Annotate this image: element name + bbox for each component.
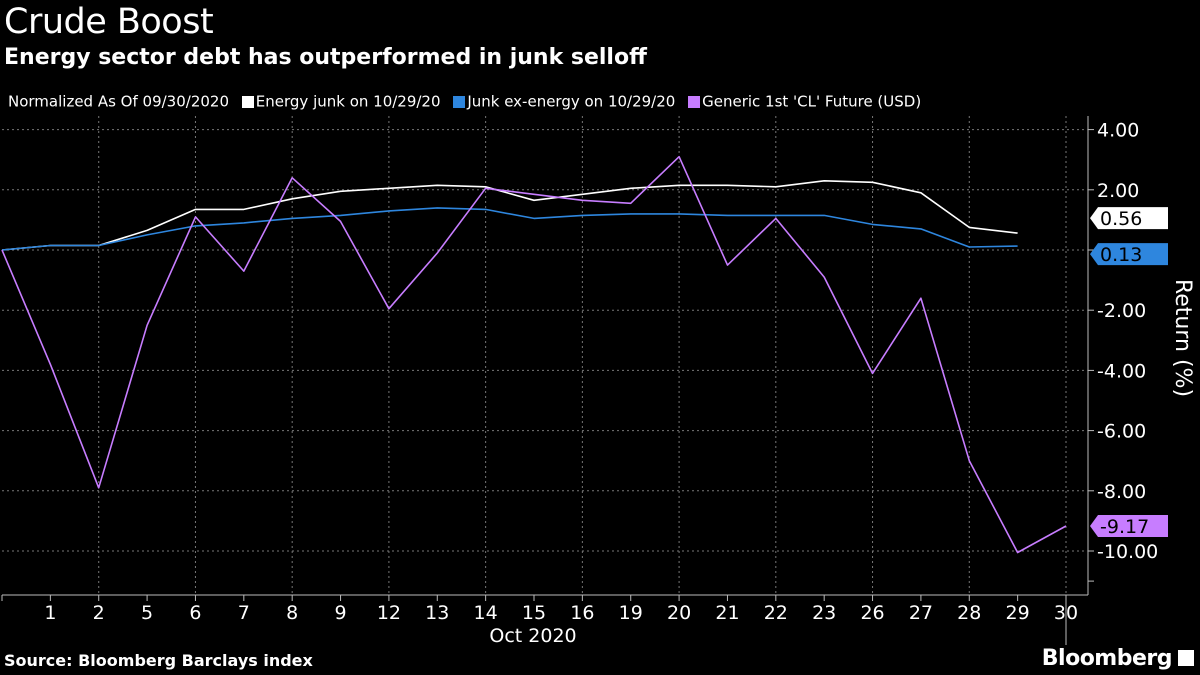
legend-label-energy: Energy junk on 10/29/20 bbox=[255, 92, 441, 111]
end-label-cl-future: -9.17 bbox=[1090, 515, 1168, 538]
end-label-text: 0.13 bbox=[1100, 244, 1142, 266]
legend-label-ex-energy: Junk ex-energy on 10/29/20 bbox=[467, 92, 676, 111]
x-tick-label: 6 bbox=[189, 602, 201, 624]
end-label-flag bbox=[1090, 515, 1168, 538]
x-tick-label: 19 bbox=[619, 602, 643, 624]
legend-swatch-ex-energy bbox=[453, 95, 466, 108]
chart-subtitle: Energy sector debt has outperformed in j… bbox=[4, 45, 647, 70]
bloomberg-logo: Bloomberg bbox=[1042, 646, 1194, 671]
y-tick-label: -8.00 bbox=[1097, 481, 1146, 503]
x-tick-label: 12 bbox=[377, 602, 401, 624]
end-label-text: 0.56 bbox=[1100, 208, 1142, 230]
x-tick-label: 9 bbox=[334, 602, 346, 624]
x-tick-label: 1 bbox=[44, 602, 56, 624]
source-note: Source: Bloomberg Barclays index bbox=[4, 651, 313, 670]
x-tick-label: 2 bbox=[93, 602, 105, 624]
y-tick-label: -4.00 bbox=[1097, 360, 1146, 382]
logo-text: Bloomberg bbox=[1041, 646, 1173, 671]
y-tick-label: -2.00 bbox=[1097, 300, 1146, 322]
y-tick-label: -10.00 bbox=[1097, 541, 1158, 563]
x-tick-label: 22 bbox=[764, 602, 788, 624]
x-tick-label: 16 bbox=[570, 602, 594, 624]
end-label-energy-junk: 0.56 bbox=[1090, 207, 1168, 230]
x-tick-label: 26 bbox=[860, 602, 884, 624]
y-tick-label: 4.00 bbox=[1097, 120, 1139, 142]
x-tick-label: 13 bbox=[425, 602, 449, 624]
end-label-junk-ex-energy: 0.13 bbox=[1090, 243, 1168, 266]
legend-label-cl-future: Generic 1st 'CL' Future (USD) bbox=[702, 92, 922, 111]
x-tick-label: 28 bbox=[957, 602, 981, 624]
end-label-flag bbox=[1090, 243, 1168, 266]
y-tick-label: -6.00 bbox=[1097, 421, 1146, 443]
x-tick-label: 15 bbox=[522, 602, 546, 624]
x-axis-label: Oct 2020 bbox=[489, 625, 576, 647]
y-axis-label: Return (%) bbox=[1170, 279, 1195, 397]
end-label-flag bbox=[1090, 207, 1168, 230]
x-tick-label: 7 bbox=[238, 602, 250, 624]
end-label-text: -9.17 bbox=[1100, 516, 1149, 538]
series-line-cl-future bbox=[1, 155, 1067, 554]
x-tick-label: 14 bbox=[474, 602, 498, 624]
x-tick-label: 29 bbox=[1006, 602, 1030, 624]
x-tick-label: 5 bbox=[141, 602, 153, 624]
legend-prefix: Normalized As Of 09/30/2020 bbox=[8, 92, 229, 111]
x-tick-label: 8 bbox=[286, 602, 298, 624]
logo-square-icon bbox=[1178, 650, 1194, 666]
x-tick-label: 21 bbox=[715, 602, 739, 624]
series-line-junk-ex-energy bbox=[1, 207, 1018, 251]
chart-title: Crude Boost bbox=[4, 2, 214, 42]
x-tick-label: 27 bbox=[909, 602, 933, 624]
x-tick-label: 20 bbox=[667, 602, 691, 624]
legend-swatch-cl-future bbox=[688, 95, 701, 108]
legend: Normalized As Of 09/30/2020 Energy junk … bbox=[8, 92, 921, 111]
series-line-energy-junk bbox=[1, 180, 1018, 251]
x-tick-label: 23 bbox=[812, 602, 836, 624]
y-tick-label: 2.00 bbox=[1097, 180, 1139, 202]
legend-swatch-energy bbox=[241, 95, 254, 108]
